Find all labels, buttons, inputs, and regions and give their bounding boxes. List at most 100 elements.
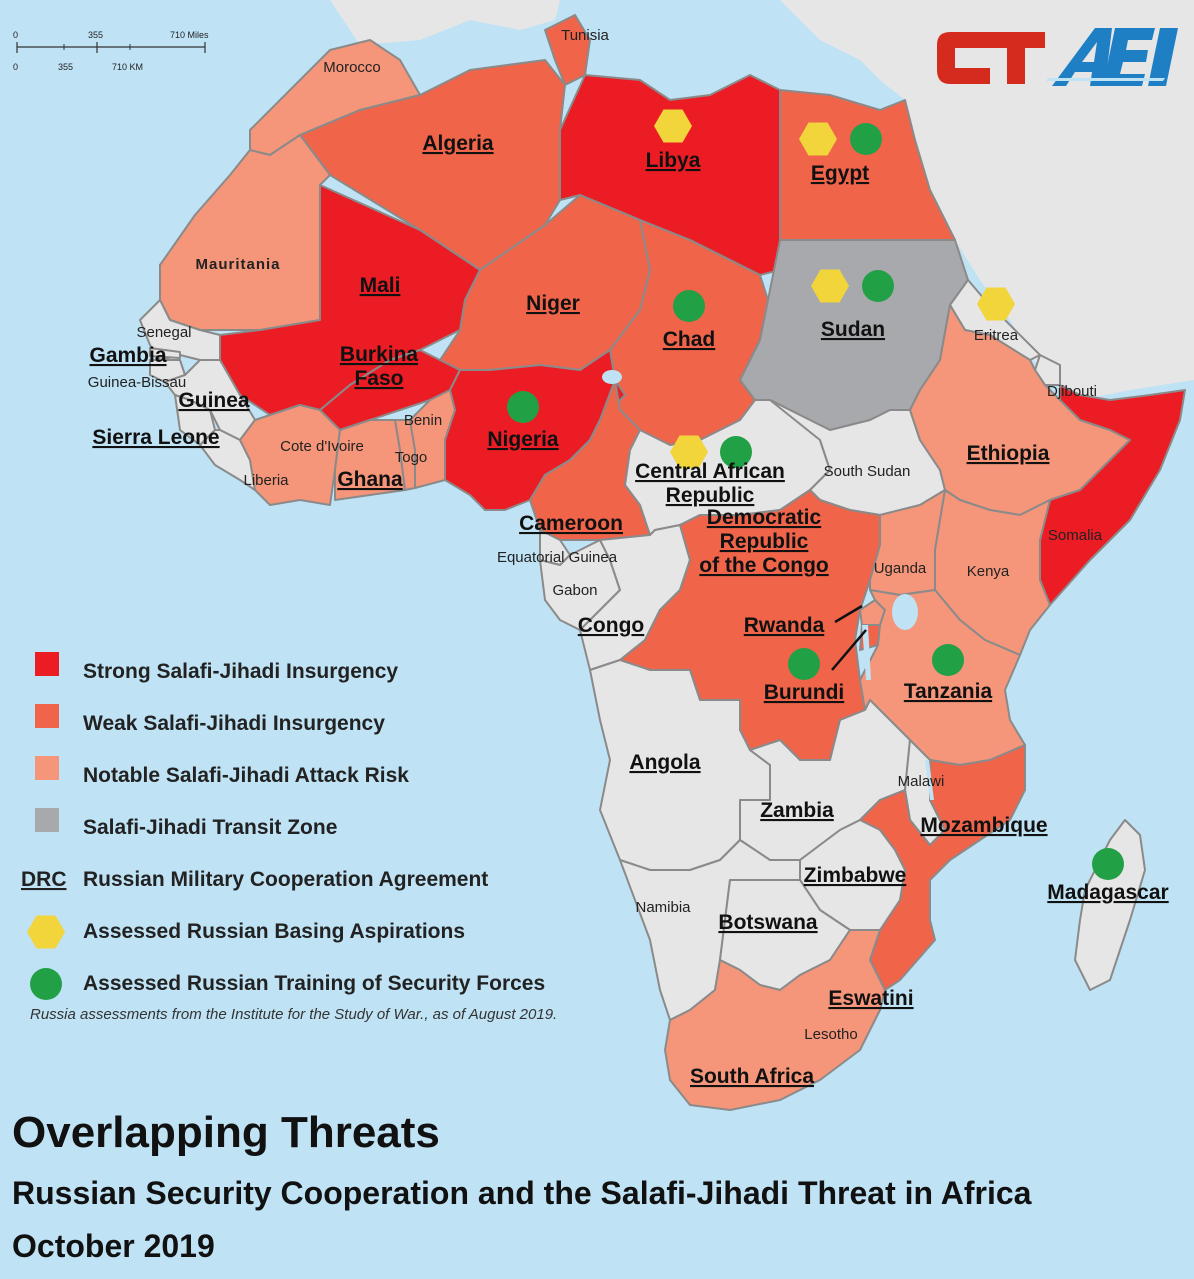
legend: Strong Salafi-Jihadi Insurgency Weak Sala… (21, 652, 545, 1000)
label-zimbabwe: Zimbabwe (804, 864, 907, 887)
label-botswana: Botswana (718, 911, 818, 934)
label-chad: Chad (663, 328, 716, 351)
scale-miles-355: 355 (88, 30, 103, 40)
label-democratic-republic-of-the-congo: Democratic Republic of the Congo (699, 506, 828, 577)
label-gambia: Gambia (89, 344, 166, 367)
label-mozambique: Mozambique (920, 814, 1047, 837)
training-marker-chad (673, 290, 705, 322)
legend-item-weak: Weak Salafi-Jihadi Insurgency (35, 704, 385, 735)
map-subtitle: Russian Security Cooperation and the Sal… (12, 1175, 1032, 1211)
legend-swatch-transit (35, 808, 59, 832)
legend-item-notable: Notable Salafi-Jihadi Attack Risk (35, 756, 409, 787)
label-south-africa: South Africa (690, 1065, 814, 1088)
legend-item-basing: Assessed Russian Basing Aspirations (27, 915, 465, 949)
label-kenya: Kenya (967, 563, 1010, 580)
map-date: October 2019 (12, 1228, 215, 1264)
label-eritrea: Eritrea (974, 327, 1019, 344)
label-namibia: Namibia (635, 899, 691, 916)
rwanda-leader-line (834, 604, 863, 624)
legend-swatch-weak (35, 704, 59, 728)
basing-marker-central-african-republic (670, 435, 708, 469)
label-zambia: Zambia (760, 799, 834, 822)
label-morocco: Morocco (323, 59, 381, 76)
scale-bar: 0 355 710 Miles 0 355 710 KM (13, 30, 209, 72)
label-cameroon: Cameroon (519, 512, 623, 535)
legend-label-agreement: Russian Military Cooperation Agreement (83, 868, 488, 891)
label-libya: Libya (646, 149, 701, 172)
country-south-africa (664, 929, 886, 1111)
label-burundi: Burundi (764, 681, 844, 704)
training-marker-madagascar (1092, 848, 1124, 880)
country-djibouti (1034, 354, 1061, 386)
sinai (905, 95, 930, 140)
lake-chad (602, 370, 622, 384)
label-togo: Togo (395, 449, 428, 466)
training-marker-central-african-republic (720, 436, 752, 468)
country-kenya (934, 489, 1051, 656)
training-marker-egypt (850, 123, 882, 155)
label-malawi: Malawi (898, 773, 945, 790)
label-burkina-faso: Burkina Faso (340, 343, 419, 390)
label-equatorial-guinea: Equatorial Guinea (497, 549, 618, 566)
training-marker-tanzania (932, 644, 964, 676)
legend-swatch-strong (35, 652, 59, 676)
lake-victoria (892, 594, 918, 630)
label-guinea-bissau: Guinea-Bissau (88, 374, 186, 391)
training-marker-nigeria (507, 391, 539, 423)
label-tanzania: Tanzania (904, 680, 993, 703)
legend-item-transit: Salafi-Jihadi Transit Zone (35, 808, 337, 839)
training-marker-sudan (862, 270, 894, 302)
label-benin: Benin (404, 412, 442, 429)
label-sierra-leone: Sierra Leone (92, 426, 219, 449)
basing-marker-eritrea (977, 287, 1015, 321)
legend-label-weak: Weak Salafi-Jihadi Insurgency (83, 712, 385, 735)
legend-swatch-notable (35, 756, 59, 780)
label-south-sudan: South Sudan (824, 463, 911, 480)
label-ghana: Ghana (337, 468, 403, 491)
europe-land (330, 0, 560, 45)
label-tunisia: Tunisia (561, 27, 609, 44)
scale-km-0: 0 (13, 62, 18, 72)
label-liberia: Liberia (243, 472, 289, 489)
legend-swatch-agreement: DRC (21, 868, 67, 891)
label-uganda: Uganda (874, 560, 927, 577)
lake-malawi (925, 760, 934, 800)
legend-label-training: Assessed Russian Training of Security Fo… (83, 972, 545, 995)
aei-logo (1046, 28, 1178, 86)
legend-item-agreement: DRC Russian Military Cooperation Agreemen… (21, 868, 488, 891)
label-madagascar: Madagascar (1047, 881, 1168, 904)
labels-layer: Morocco Tunisia Algeria Libya Egypt Mauritani… (88, 27, 1169, 1088)
label-sudan: Sudan (821, 318, 885, 341)
label-ethiopia: Ethiopia (967, 442, 1050, 465)
markers-layer (507, 109, 1124, 880)
label-central-african-republic: Central African Republic (635, 460, 785, 507)
legend-item-strong: Strong Salafi-Jihadi Insurgency (35, 652, 398, 683)
middle-east-land (780, 0, 1194, 400)
label-gabon: Gabon (552, 582, 597, 599)
legend-label-notable: Notable Salafi-Jihadi Attack Risk (83, 764, 409, 787)
scale-miles-710: 710 Miles (170, 30, 209, 40)
label-guinea: Guinea (178, 389, 250, 412)
label-mali: Mali (360, 274, 401, 297)
label-lesotho: Lesotho (804, 1026, 857, 1043)
label-angola: Angola (629, 751, 700, 774)
label-eswatini: Eswatini (828, 987, 913, 1010)
label-mauritania: Mauritania (195, 256, 280, 273)
basing-marker-libya (654, 109, 692, 143)
map-title: Overlapping Threats (12, 1108, 440, 1157)
legend-label-strong: Strong Salafi-Jihadi Insurgency (83, 660, 398, 683)
scale-km-710: 710 KM (112, 62, 143, 72)
label-djibouti: Djibouti (1047, 383, 1097, 400)
legend-label-basing: Assessed Russian Basing Aspirations (83, 920, 465, 943)
label-rwanda: Rwanda (744, 614, 825, 637)
legend-item-training: Assessed Russian Training of Security Fo… (30, 968, 545, 1000)
basing-marker-egypt (799, 122, 837, 156)
label-congo: Congo (578, 614, 644, 637)
label-nigeria: Nigeria (487, 428, 559, 451)
label-senegal: Senegal (136, 324, 191, 341)
legend-label-transit: Salafi-Jihadi Transit Zone (83, 816, 337, 839)
country-gambia (149, 347, 181, 359)
ct-logo (937, 32, 1045, 84)
countries-layer (139, 14, 1186, 1111)
